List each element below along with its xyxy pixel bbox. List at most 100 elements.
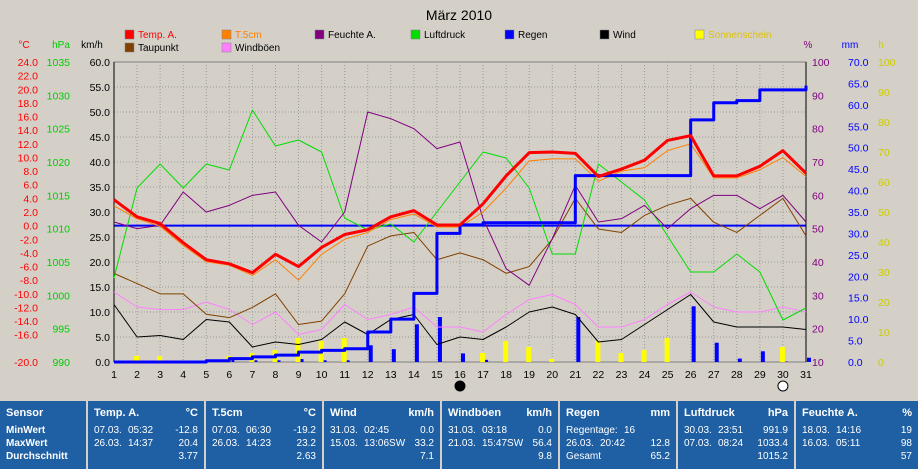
rain-tick-label: 20.0 [848,271,869,283]
legend-label: Luftdruck [424,30,466,41]
legend-swatch [314,29,325,40]
humidity-tick-label: 70 [812,157,824,169]
stats-key: 31.03. [330,425,358,436]
temp-tick-label: 0.0 [23,221,38,233]
sun-tick-label: 20 [878,297,890,309]
x-tick-label: 8 [273,369,279,381]
wind-tick-label: 40.0 [90,157,111,169]
stats-row: Gesamt 65.2 [566,451,670,464]
legend-label: Temp. A. [138,30,177,41]
x-tick-label: 16 [454,369,466,381]
legend-label: Sonnenschein [708,30,771,41]
stats-value: 19 [900,425,912,436]
pressure-tick-label: 1005 [47,257,71,269]
moon-markers [454,380,789,392]
stats-time: 05:11 [836,438,861,449]
temp-tick-label: -10.0 [14,289,38,301]
pressure-tick-label: 1020 [47,157,71,169]
x-tick-label: 5 [203,369,209,381]
x-tick-label: 25 [662,369,674,381]
stats-time: 23:51 [718,425,744,436]
sun-tick-label: 60 [878,177,890,189]
x-tick-label: 1 [111,369,117,381]
sunshine-bar [549,359,555,362]
rain-tick-label: 5.0 [848,336,863,348]
rain-tick-label: 45.0 [848,164,869,176]
temp-tick-label: 8.0 [23,166,38,178]
stats-header: Regen [566,407,600,419]
humidity-tick-label: 60 [812,190,824,202]
temp-tick-label: 10.0 [18,152,39,164]
stats-row: 30.03. 23:51 991.9 [684,425,788,438]
sunshine-bar [134,356,140,362]
x-tick-label: 13 [385,369,397,381]
temp-tick-label: -20.0 [14,357,38,369]
legend-label: Feuchte A. [328,30,376,41]
x-tick-label: 10 [316,369,328,381]
rain-tick-label: 60.0 [848,100,869,112]
stats-key: 07.03. [212,425,240,436]
wind-tick-label: 55.0 [90,82,111,94]
stats-row: 2.63 [212,451,316,464]
rain-day-bar [276,360,281,362]
stats-value: -19.2 [293,425,316,436]
rain-day-bar [322,360,327,362]
stats-unit: °C [185,407,198,419]
sunshine-bar [503,341,509,362]
stats-header: Windböen [448,407,502,419]
stats-row: 07.03. 05:32 -12.8 [94,425,198,438]
rain-tick-label: 35.0 [848,207,869,219]
stats-row: 16.03. 05:11 98 [802,438,912,451]
stats-row: 57 [802,451,912,464]
wind-tick-label: 25.0 [90,232,111,244]
stats-value: 56.4 [532,438,552,449]
temp-tick-label: -16.0 [14,330,38,342]
x-tick-label: 6 [226,369,232,381]
rain-day-bar [368,345,373,362]
legend-swatch [410,29,421,40]
stats-value: -12.8 [175,425,198,436]
temp-tick-label: 16.0 [18,112,39,124]
wind-tick-label: 30.0 [90,207,111,219]
stats-value: 65.2 [650,451,670,462]
humidity-tick-label: 10 [812,357,824,369]
temp-tick-label: 24.0 [18,57,39,69]
weather-chart: März 2010 Temp. A. T.5cm Feuchte A. Luftdru… [14,7,896,392]
x-tick-label: 20 [546,369,558,381]
stats-unit: % [902,407,912,419]
rain-day-bar [760,351,765,362]
pressure-tick-label: 1015 [47,190,71,202]
stats-key: Regentage: [566,425,618,436]
rain-tick-label: 65.0 [848,78,869,90]
legend-label: T.5cm [235,30,262,41]
stats-value: 98 [900,438,912,449]
rain-day-bar [807,357,811,362]
humidity-tick-label: 30 [812,290,824,302]
pressure-tick-label: 995 [52,324,70,336]
legend-label: Regen [518,30,547,41]
stats-value: 9.8 [538,451,552,462]
wind-tick-label: 15.0 [90,282,111,294]
legend-label: Wind [613,30,636,41]
pressure-unit-label: hPa [52,40,70,51]
x-tick-label: 22 [593,369,605,381]
rain-day-bar [484,359,489,362]
x-tick-label: 19 [523,369,535,381]
stats-time: 05:32 [128,425,154,436]
rain-tick-label: 10.0 [848,314,869,326]
stats-unit: km/h [526,407,552,419]
series-line-windb-en [113,291,807,335]
temp-unit-label: °C [18,40,29,51]
series-line-wind [113,294,807,348]
stats-header: Wind [330,407,357,419]
stats-key: 26.03. [566,438,594,449]
rain-tick-label: 0.0 [848,357,863,369]
x-tick-label: 31 [800,369,812,381]
humidity-unit-label: % [804,40,813,51]
rain-day-bar [299,359,304,362]
rain-day-bar [714,342,719,362]
stats-value: 7.1 [420,451,434,462]
pressure-tick-label: 1025 [47,124,71,136]
stats-time: 06:30 [246,425,272,436]
rain-day-bar [414,324,419,362]
